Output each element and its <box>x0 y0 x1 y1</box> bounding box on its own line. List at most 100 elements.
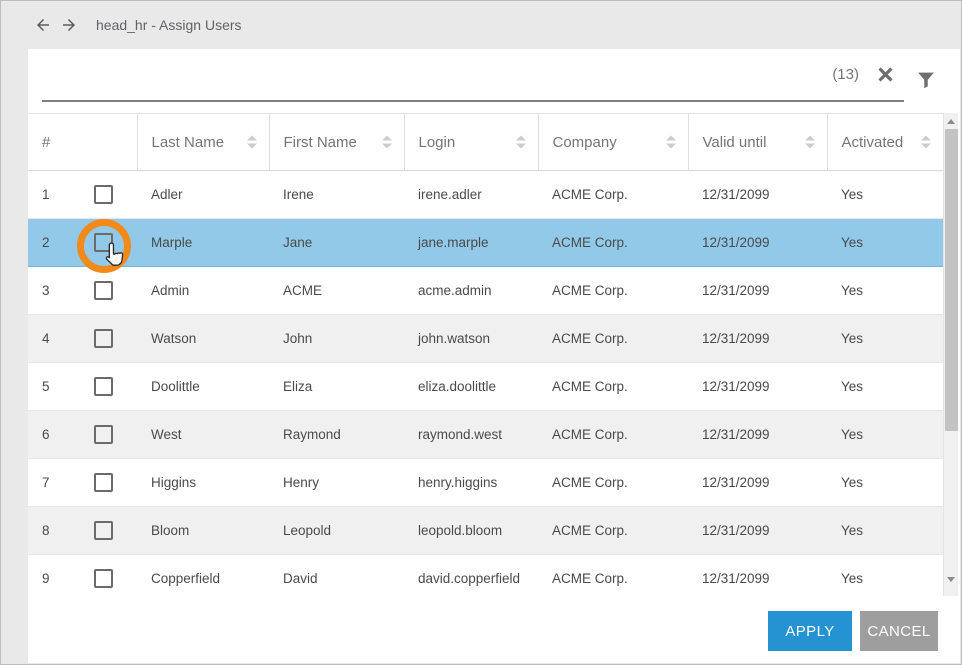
cell-last-name: Admin <box>137 266 269 315</box>
cell-activated: Yes <box>827 362 943 411</box>
result-count: (13) <box>832 66 859 83</box>
row-number: 1 <box>42 187 50 202</box>
cell-valid-until: 12/31/2099 <box>688 218 827 267</box>
cell-valid-until: 12/31/2099 <box>688 554 827 596</box>
row-checkbox[interactable] <box>94 569 113 588</box>
column-label: Last Name <box>151 133 225 151</box>
column-label: Valid until <box>702 133 767 151</box>
cell-first-name: Raymond <box>269 410 404 459</box>
row-number: 9 <box>42 571 50 586</box>
table-row[interactable]: 4 Watson John john.watson ACME Corp. 12/… <box>28 314 943 363</box>
cell-company: ACME Corp. <box>538 554 688 596</box>
cell-login: david.copperfield <box>404 554 538 596</box>
cell-login: jane.marple <box>404 218 538 267</box>
scrollbar-up-arrow-icon[interactable] <box>947 119 955 124</box>
apply-button[interactable]: APPLY <box>768 611 852 651</box>
row-checkbox[interactable] <box>94 281 113 300</box>
cell-valid-until: 12/31/2099 <box>688 458 827 507</box>
table-header-row: # Last Name First Name Login Company Val… <box>28 113 943 171</box>
row-checkbox[interactable] <box>94 185 113 204</box>
table-row[interactable]: 8 Bloom Leopold leopold.bloom ACME Corp.… <box>28 506 943 555</box>
titlebar: head_hr - Assign Users <box>1 1 961 49</box>
cell-company: ACME Corp. <box>538 458 688 507</box>
column-header[interactable]: Last Name <box>136 113 269 171</box>
cell-valid-until: 12/31/2099 <box>688 362 827 411</box>
users-table-container: # Last Name First Name Login Company Val… <box>28 113 943 596</box>
cell-valid-until: 12/31/2099 <box>688 314 827 363</box>
cell-last-name: Copperfield <box>137 554 269 596</box>
row-checkbox[interactable] <box>94 521 113 540</box>
search-field-group: (13) <box>42 49 904 102</box>
cell-activated: Yes <box>827 410 943 459</box>
forward-arrow-icon[interactable] <box>60 16 78 34</box>
users-table: # Last Name First Name Login Company Val… <box>28 113 943 596</box>
table-body: 1 Adler Irene irene.adler ACME Corp. 12/… <box>28 170 943 596</box>
row-checkbox[interactable] <box>94 473 113 492</box>
column-header[interactable]: Company <box>537 113 688 171</box>
column-header[interactable]: Activated <box>826 113 943 171</box>
column-label: Login <box>418 133 456 151</box>
column-header[interactable]: Login <box>403 113 538 171</box>
table-row[interactable]: 9 Copperfield David david.copperfield AC… <box>28 554 943 596</box>
cell-last-name: Adler <box>137 170 269 219</box>
cell-first-name: Jane <box>269 218 404 267</box>
cell-company: ACME Corp. <box>538 506 688 555</box>
cell-first-name: David <box>269 554 404 596</box>
cell-login: irene.adler <box>404 170 538 219</box>
cell-first-name: John <box>269 314 404 363</box>
sort-icon <box>246 135 257 149</box>
table-row[interactable]: 7 Higgins Henry henry.higgins ACME Corp.… <box>28 458 943 507</box>
cell-first-name: Irene <box>269 170 404 219</box>
cell-company: ACME Corp. <box>538 410 688 459</box>
row-checkbox[interactable] <box>94 233 113 252</box>
search-row: (13) <box>28 49 960 113</box>
cell-last-name: Watson <box>137 314 269 363</box>
vertical-scrollbar[interactable] <box>943 113 958 596</box>
cancel-button[interactable]: CANCEL <box>860 611 938 651</box>
cell-first-name: ACME <box>269 266 404 315</box>
scrollbar-thumb[interactable] <box>945 129 958 431</box>
cell-login: acme.admin <box>404 266 538 315</box>
cell-first-name: Eliza <box>269 362 404 411</box>
sort-icon <box>804 135 815 149</box>
table-row[interactable]: 3 Admin ACME acme.admin ACME Corp. 12/31… <box>28 266 943 315</box>
table-row[interactable]: 6 West Raymond raymond.west ACME Corp. 1… <box>28 410 943 459</box>
cell-valid-until: 12/31/2099 <box>688 506 827 555</box>
table-row[interactable]: 2 Marple Jane jane.marple ACME Corp. 12/… <box>28 218 943 273</box>
cell-activated: Yes <box>827 554 943 596</box>
search-input[interactable] <box>42 58 833 91</box>
column-label: Company <box>552 133 617 151</box>
sort-icon <box>665 135 676 149</box>
row-checkbox[interactable] <box>94 329 113 348</box>
column-header[interactable]: First Name <box>268 113 404 171</box>
row-checkbox[interactable] <box>94 425 113 444</box>
cell-company: ACME Corp. <box>538 218 688 267</box>
cell-activated: Yes <box>827 266 943 315</box>
cell-company: ACME Corp. <box>538 314 688 363</box>
back-arrow-icon[interactable] <box>34 16 52 34</box>
cell-first-name: Leopold <box>269 506 404 555</box>
table-row[interactable]: 1 Adler Irene irene.adler ACME Corp. 12/… <box>28 170 943 219</box>
cell-valid-until: 12/31/2099 <box>688 266 827 315</box>
sort-icon <box>381 135 392 149</box>
cell-activated: Yes <box>827 218 943 267</box>
row-number: 5 <box>42 379 50 394</box>
column-header[interactable]: Valid until <box>687 113 827 171</box>
sort-icon <box>515 135 526 149</box>
cell-activated: Yes <box>827 458 943 507</box>
row-number: 7 <box>42 475 50 490</box>
filter-icon[interactable] <box>915 69 937 91</box>
sort-icon <box>921 135 931 149</box>
clear-filter-icon[interactable] <box>875 64 896 85</box>
cell-valid-until: 12/31/2099 <box>688 410 827 459</box>
row-number: 8 <box>42 523 50 538</box>
dialog-footer: APPLY CANCEL <box>768 611 938 651</box>
cell-last-name: Marple <box>137 218 269 267</box>
row-checkbox[interactable] <box>94 377 113 396</box>
column-header: # <box>28 113 137 171</box>
scrollbar-down-arrow-icon[interactable] <box>947 577 955 582</box>
table-row[interactable]: 5 Doolittle Eliza eliza.doolittle ACME C… <box>28 362 943 411</box>
cell-last-name: Bloom <box>137 506 269 555</box>
row-number: 6 <box>42 427 50 442</box>
row-number: 3 <box>42 283 50 298</box>
